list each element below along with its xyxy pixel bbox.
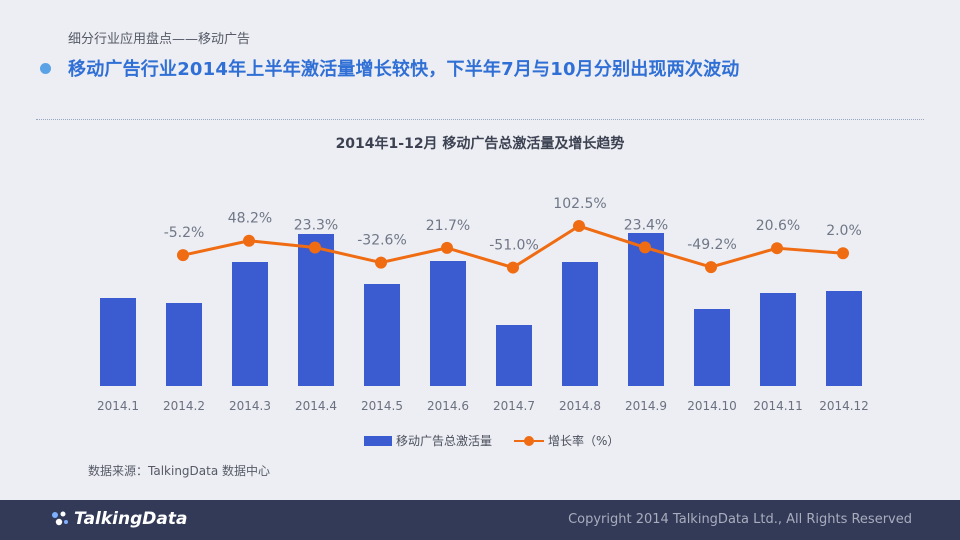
x-tick-label: 2014.7 bbox=[493, 399, 535, 413]
x-tick-label: 2014.4 bbox=[295, 399, 337, 413]
line-point bbox=[309, 241, 321, 254]
x-axis-labels: 2014.1 2014.2 2014.3 2014.4 2014.5 2014.6 2014… bbox=[97, 399, 869, 413]
line-point bbox=[375, 256, 387, 269]
bar-series bbox=[100, 233, 862, 386]
bar bbox=[562, 262, 598, 386]
line-point bbox=[507, 261, 519, 274]
line-point bbox=[705, 261, 717, 274]
bar bbox=[232, 262, 268, 386]
data-label: -49.2% bbox=[687, 237, 737, 253]
x-tick-label: 2014.5 bbox=[361, 399, 403, 413]
line-series bbox=[177, 220, 849, 274]
x-tick-label: 2014.12 bbox=[819, 399, 869, 413]
legend-bar-label: 移动广告总激活量 bbox=[396, 434, 493, 448]
logo-text: TalkingData bbox=[74, 509, 188, 529]
bar bbox=[430, 261, 466, 386]
bar bbox=[496, 325, 532, 386]
line-point bbox=[441, 241, 453, 254]
bar bbox=[694, 309, 730, 386]
bar bbox=[826, 291, 862, 386]
data-label: 102.5% bbox=[553, 196, 606, 212]
data-label: 48.2% bbox=[228, 211, 272, 227]
divider bbox=[36, 119, 924, 120]
data-label: 23.3% bbox=[294, 217, 338, 233]
x-tick-label: 2014.10 bbox=[687, 399, 737, 413]
data-label: -5.2% bbox=[164, 225, 205, 241]
data-label: -51.0% bbox=[489, 238, 539, 254]
x-tick-label: 2014.11 bbox=[753, 399, 803, 413]
source-note: 数据来源：TalkingData 数据中心 bbox=[88, 464, 271, 478]
line-point bbox=[639, 241, 651, 254]
page-title: 移动广告行业2014年上半年激活量增长较快，下半年7月与10月分别出现两次波动 bbox=[68, 59, 740, 80]
footer: TalkingData Copyright 2014 TalkingData L… bbox=[0, 500, 960, 540]
data-label: 20.6% bbox=[756, 218, 800, 234]
line-point bbox=[573, 220, 585, 233]
line-point bbox=[243, 234, 255, 247]
bar bbox=[760, 293, 796, 386]
line-point bbox=[771, 242, 783, 255]
bullet-dot-icon bbox=[40, 62, 51, 74]
breadcrumb: 细分行业应用盘点——移动广告 bbox=[68, 32, 251, 47]
data-label: 21.7% bbox=[426, 218, 470, 234]
legend-bar-swatch bbox=[364, 435, 392, 446]
x-tick-label: 2014.8 bbox=[559, 399, 601, 413]
legend-line-label: 增长率（%） bbox=[548, 434, 620, 448]
bar bbox=[628, 233, 664, 386]
data-label: -32.6% bbox=[357, 233, 407, 249]
line-point bbox=[837, 247, 849, 260]
line-point bbox=[177, 249, 189, 262]
data-label: 2.0% bbox=[826, 223, 862, 239]
x-tick-label: 2014.2 bbox=[163, 399, 205, 413]
copyright: Copyright 2014 TalkingData Ltd., All Rig… bbox=[568, 512, 912, 527]
bar bbox=[298, 234, 334, 386]
legend: 移动广告总激活量 增长率（%） bbox=[364, 432, 619, 449]
data-label: 23.4% bbox=[624, 217, 668, 233]
headline-row: 移动广告行业2014年上半年激活量增长较快，下半年7月与10月分别出现两次波动 bbox=[40, 55, 739, 81]
legend-line-swatch bbox=[514, 435, 545, 446]
x-tick-label: 2014.1 bbox=[97, 399, 139, 413]
x-tick-label: 2014.6 bbox=[427, 399, 469, 413]
x-tick-label: 2014.9 bbox=[625, 399, 667, 413]
chart-title: 2014年1-12月 移动广告总激活量及增长趋势 bbox=[335, 136, 625, 152]
talkingdata-logo: TalkingData bbox=[50, 509, 187, 529]
bar bbox=[364, 284, 400, 386]
logo-mark-icon bbox=[52, 511, 68, 526]
bar bbox=[100, 298, 136, 386]
x-tick-label: 2014.3 bbox=[229, 399, 271, 413]
bar bbox=[166, 303, 202, 386]
data-labels: -5.2% 48.2% 23.3% -32.6% 21.7% -51.0% 102.5% 23… bbox=[164, 196, 862, 254]
